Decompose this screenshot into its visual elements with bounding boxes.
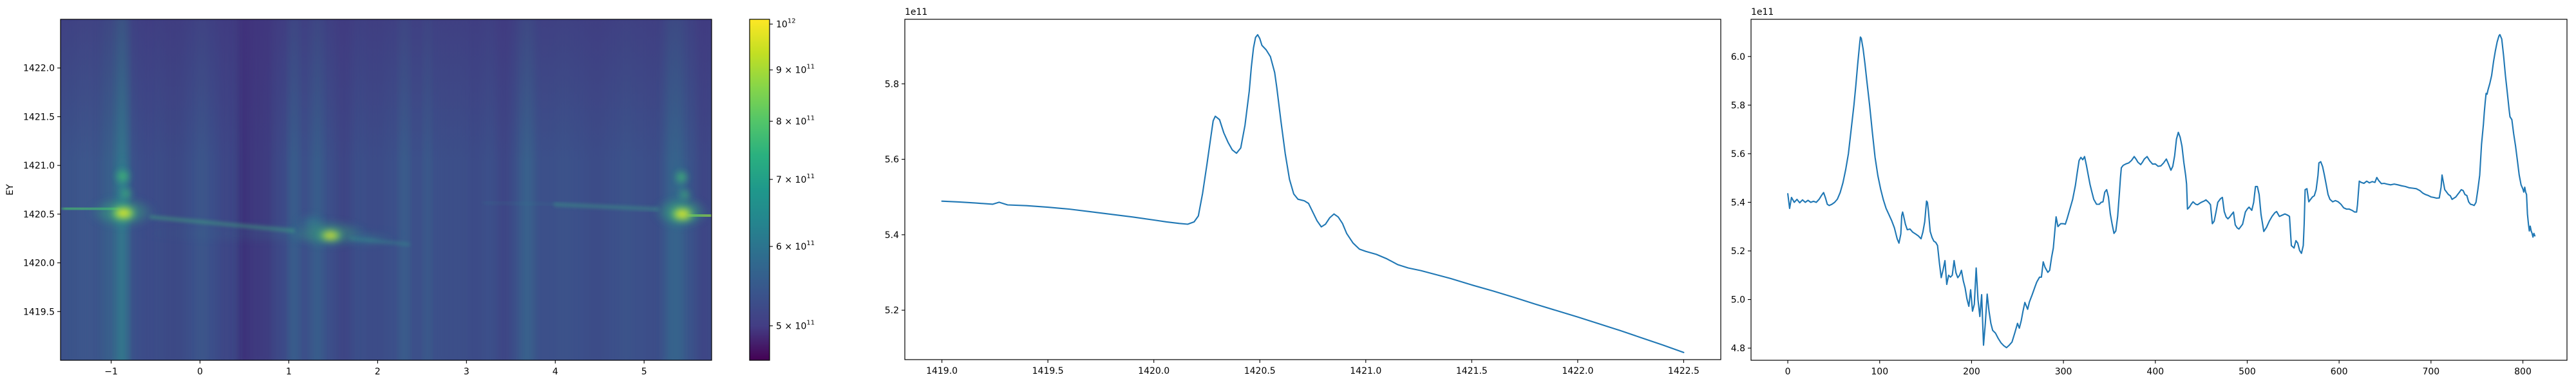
- y-tick-label: 5.2: [885, 306, 899, 316]
- x-tick-label: 0: [1785, 367, 1791, 377]
- y-tick-label: 1421.0: [23, 161, 55, 171]
- heatmap-blob: [668, 205, 696, 223]
- middle-line-plot: 1419.0 1419.5 1420.0 1420.5 1421.0 1421.5 1422…: [885, 7, 1721, 376]
- x-tick-label: 600: [2331, 367, 2348, 377]
- x-tick-label: 5: [641, 367, 647, 377]
- y-tick-label: 1422.0: [23, 64, 55, 74]
- x-tick-label: 300: [2055, 367, 2072, 377]
- right-line-plot: 0 100 200 300 400 500 600 700 800 4.8 5.0 5.2 5.4 5.6…: [1731, 7, 2568, 377]
- heatmap-top-shade: [61, 19, 712, 360]
- y-tick-label: 1419.5: [23, 307, 55, 317]
- y-tick-label: 5.8: [1731, 100, 1745, 111]
- heatmap-blob: [673, 169, 690, 185]
- x-tick-label: 3: [464, 367, 469, 377]
- y-tick-label: 1420.5: [23, 210, 55, 220]
- heatmap-blob: [678, 188, 692, 201]
- colorbar-tick-label: 8 × 1011: [776, 115, 815, 127]
- x-tick-label: 400: [2146, 367, 2164, 377]
- x-tick-label: 1: [286, 367, 292, 377]
- colorbar-bar: [750, 19, 770, 360]
- axis-offset-label: 1e11: [1751, 7, 1774, 17]
- x-tick-label: 100: [1871, 367, 1888, 377]
- x-tick-label: 500: [2239, 367, 2256, 377]
- heatmap-emission-line: [482, 201, 557, 206]
- data-line: [1787, 33, 2536, 349]
- heatmap-plot: −1 0 1 2 3 4 5 1422.0 1421.5 1421.0 1420.5 1420.0 14…: [5, 17, 815, 377]
- y-tick-label: 5.2: [1731, 246, 1745, 257]
- y-tick-label: 4.8: [1731, 344, 1745, 354]
- x-tick-label: −1: [104, 367, 118, 377]
- x-tick-label: 1421.5: [1456, 366, 1488, 376]
- axis-offset-label: 1e11: [905, 7, 927, 17]
- axes-spines: [1750, 19, 2568, 361]
- heatmap-field: [61, 19, 712, 360]
- y-tick-label: 5.8: [885, 79, 899, 89]
- x-tick-label: 4: [553, 367, 558, 377]
- x-tick-label: 0: [197, 367, 203, 377]
- colorbar-outline: [749, 19, 770, 361]
- x-tick-label: 700: [2422, 367, 2439, 377]
- x-tick-label: 1422.0: [1562, 366, 1593, 376]
- axes-spines: [904, 19, 1721, 360]
- x-tick-label: 1420.5: [1244, 366, 1276, 376]
- x-tick-label: 1419.5: [1032, 366, 1064, 376]
- y-tick-label: 5.4: [885, 230, 899, 241]
- x-tick-label: 2: [375, 367, 381, 377]
- x-tick-label: 1419.0: [926, 366, 958, 376]
- heatmap-blob: [340, 232, 397, 248]
- y-tick-label: 5.6: [885, 155, 899, 165]
- colorbar-tick-label: 6 × 1011: [776, 240, 815, 252]
- x-tick-label: 1421.0: [1350, 366, 1381, 376]
- heatmap-emission-line: [553, 203, 659, 211]
- x-tick-label: 1422.5: [1668, 366, 1700, 376]
- colorbar-tick-label: 9 × 1011: [776, 64, 815, 76]
- heatmap-blob: [113, 167, 132, 185]
- y-axis-label: EY: [5, 184, 15, 196]
- x-tick-label: 1420.0: [1138, 366, 1170, 376]
- colorbar-tick-label: 7 × 1011: [776, 173, 815, 185]
- heatmap-blob: [317, 228, 344, 243]
- y-tick-label: 6.0: [1731, 52, 1745, 62]
- y-tick-label: 1421.5: [23, 112, 55, 122]
- y-tick-label: 5.0: [1731, 295, 1745, 306]
- colorbar-tick-label: 5 × 1011: [776, 320, 815, 332]
- heatmap-blob: [109, 205, 138, 222]
- heatmap-blob: [119, 187, 134, 200]
- axes-spines: [60, 19, 712, 361]
- x-tick-label: 800: [2514, 367, 2532, 377]
- x-tick-label: 200: [1963, 367, 1980, 377]
- y-tick-label: 5.6: [1731, 149, 1745, 160]
- y-tick-label: 1420.0: [23, 259, 55, 269]
- y-tick-label: 5.4: [1731, 198, 1745, 208]
- data-line: [941, 33, 1685, 353]
